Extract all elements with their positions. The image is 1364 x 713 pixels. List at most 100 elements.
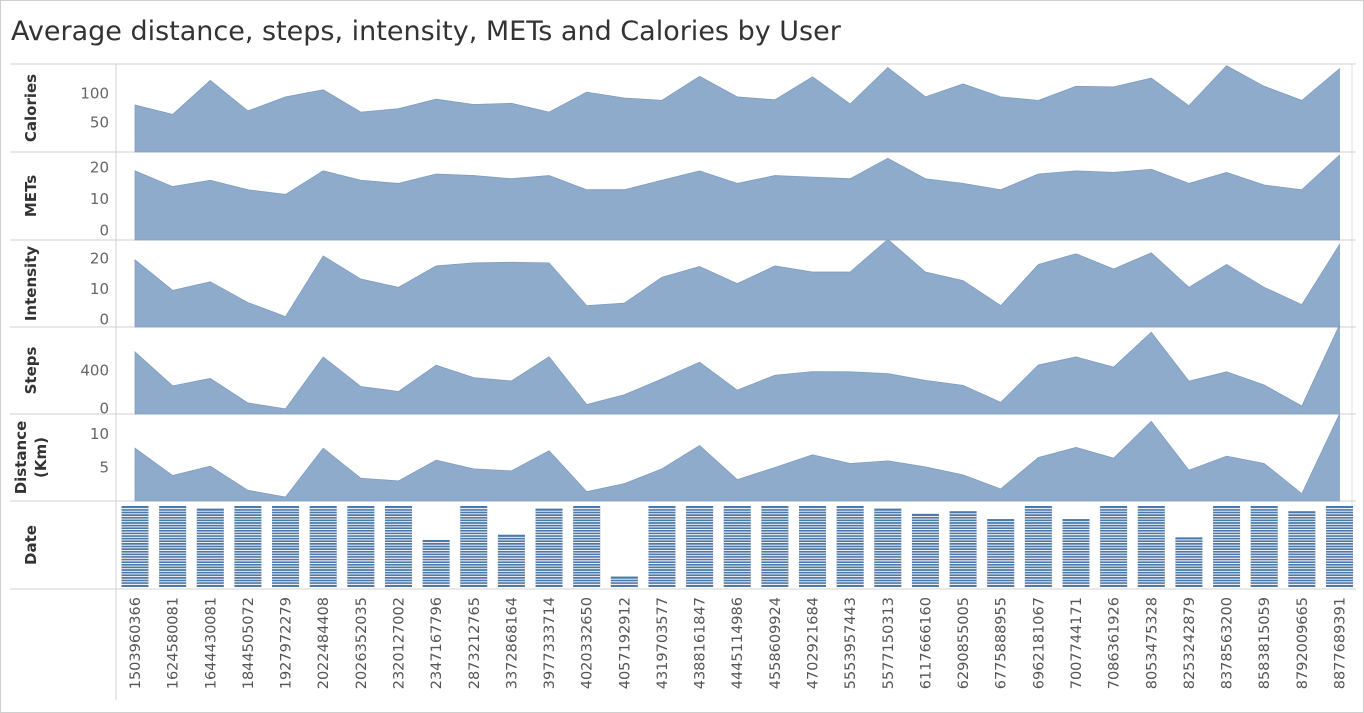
date-bar-rect: [1100, 506, 1128, 587]
area-point: [811, 271, 813, 273]
area-point: [397, 480, 399, 482]
area-point: [284, 408, 286, 410]
date-bar: [761, 506, 789, 587]
y-tick-label: 0: [99, 222, 109, 240]
area-point: [209, 377, 211, 379]
area-point: [1338, 67, 1340, 69]
area-point: [435, 265, 437, 267]
date-bar-rect: [121, 506, 149, 587]
x-tick-label: 7086361926: [1107, 597, 1123, 689]
date-bar: [836, 506, 864, 587]
panel-intensity: [134, 238, 1340, 328]
area-mets: [134, 154, 1340, 241]
area-point: [774, 174, 776, 176]
area-point: [1112, 171, 1114, 173]
chart-title: Average distance, steps, intensity, METs…: [11, 16, 841, 47]
x-tick-label: 1927972279: [279, 597, 295, 689]
area-point: [962, 384, 964, 386]
date-bar-rect: [1250, 506, 1278, 587]
area-point: [247, 301, 249, 303]
area-point: [811, 370, 813, 372]
area-point: [774, 265, 776, 267]
area-point: [1188, 286, 1190, 288]
area-point: [1000, 96, 1002, 98]
panel-distance: [134, 413, 1340, 502]
area-point: [1075, 356, 1077, 358]
y-axis-label-distance: (Km): [32, 437, 50, 478]
area-point: [435, 173, 437, 175]
x-tick-label: 5577150313: [881, 597, 897, 689]
area-point: [698, 361, 700, 363]
area-point: [1112, 457, 1114, 459]
date-bar-rect: [460, 506, 488, 587]
date-bar-rect: [309, 506, 337, 587]
area-intensity: [134, 238, 1340, 328]
y-tick-label: 50: [90, 114, 109, 132]
area-point: [924, 271, 926, 273]
area-point: [284, 193, 286, 195]
x-tick-label: 2022484408: [316, 597, 332, 689]
area-point: [247, 110, 249, 112]
x-tick-label: 7007744171: [1069, 597, 1085, 689]
area-point: [623, 302, 625, 304]
date-bar: [1175, 537, 1203, 587]
date-bar-rect: [686, 506, 714, 587]
area-point: [322, 356, 324, 358]
area-point: [1150, 331, 1152, 333]
area-point: [1225, 371, 1227, 373]
area-point: [548, 111, 550, 113]
x-tick-label: 4388161847: [693, 597, 709, 689]
date-bar: [1137, 506, 1165, 587]
x-tick-label: 1644430081: [203, 597, 219, 689]
area-point: [698, 170, 700, 172]
area-point: [247, 189, 249, 191]
x-tick-label: 8253242879: [1182, 597, 1198, 689]
panel-date: [121, 506, 1353, 587]
area-point: [661, 378, 663, 380]
area-point: [473, 174, 475, 176]
area-point: [548, 262, 550, 264]
area-point: [1338, 243, 1340, 245]
date-bar-rect: [1325, 506, 1353, 587]
area-point: [1338, 413, 1340, 415]
date-bar: [1100, 506, 1128, 587]
date-bar-rect: [234, 506, 262, 587]
x-tick-label: 4558609924: [768, 597, 784, 689]
area-point: [171, 289, 173, 291]
y-tick-label: 5: [99, 459, 109, 477]
area-point: [585, 403, 587, 405]
area-point: [661, 468, 663, 470]
area-point: [322, 89, 324, 91]
area-point: [1301, 405, 1303, 407]
area-point: [1150, 77, 1152, 79]
area-point: [134, 259, 136, 261]
area-point: [698, 444, 700, 446]
area-point: [585, 490, 587, 492]
date-bar: [234, 506, 262, 587]
area-point: [171, 385, 173, 387]
date-bar: [347, 506, 375, 587]
date-bar: [384, 506, 412, 587]
x-tick-label: 3977333714: [542, 597, 558, 689]
area-point: [284, 96, 286, 98]
area-point: [736, 389, 738, 391]
area-point: [1112, 268, 1114, 270]
area-point: [397, 107, 399, 109]
area-point: [1225, 263, 1227, 265]
area-point: [209, 179, 211, 181]
area-point: [1301, 99, 1303, 101]
x-tick-label: 6775888955: [994, 597, 1010, 689]
date-bar: [535, 508, 563, 587]
area-point: [661, 179, 663, 181]
area-point: [887, 157, 889, 159]
area-point: [548, 356, 550, 358]
date-bar: [1250, 506, 1278, 587]
date-bar: [1288, 511, 1316, 587]
area-calories: [134, 65, 1340, 153]
y-tick-label: 10: [90, 190, 109, 208]
area-point: [397, 286, 399, 288]
date-bar: [573, 506, 601, 587]
area-point: [887, 460, 889, 462]
x-tick-label: 8583815059: [1257, 597, 1273, 689]
